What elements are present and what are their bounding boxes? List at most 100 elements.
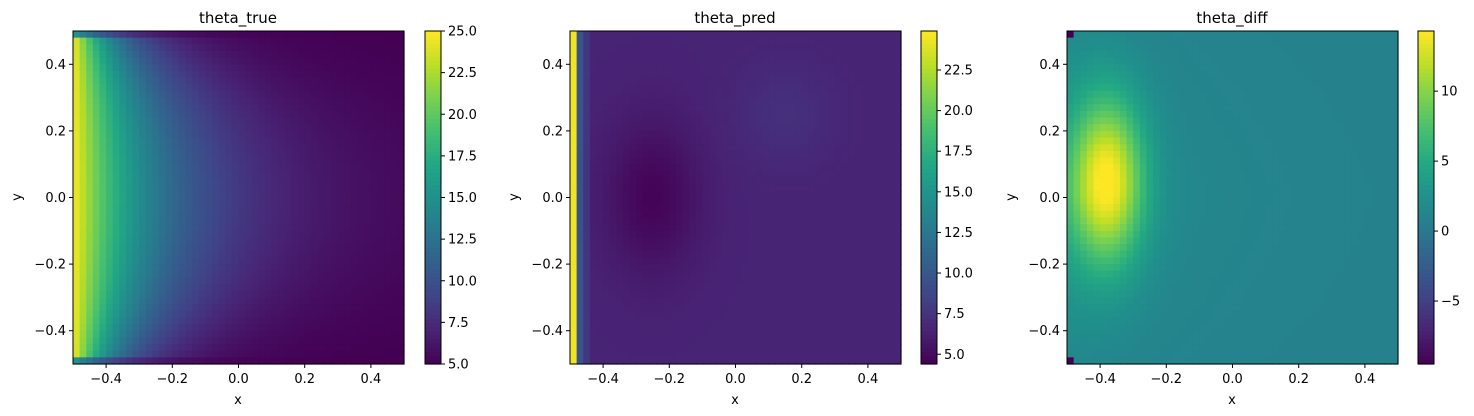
- heatmap-cell: [304, 290, 312, 298]
- heatmap-cell: [801, 264, 809, 272]
- heatmap-cell: [861, 310, 869, 318]
- heatmap-cell: [364, 357, 372, 365]
- heatmap-cell: [139, 170, 147, 179]
- heatmap-cell: [205, 324, 213, 332]
- heatmap-cell: [205, 277, 213, 285]
- heatmap-cell: [291, 324, 299, 332]
- heatmap-cell: [251, 164, 259, 172]
- heatmap-cell: [304, 104, 312, 112]
- heatmap-cell: [351, 230, 359, 239]
- heatmap-cell: [629, 250, 637, 259]
- heatmap-cell: [702, 117, 710, 125]
- heatmap-cell: [337, 324, 346, 332]
- heatmap-cell: [304, 70, 312, 79]
- heatmap-cell: [735, 110, 743, 119]
- heatmap-cell: [695, 257, 703, 265]
- heatmap-cell: [185, 317, 193, 325]
- heatmap-cell: [656, 77, 664, 85]
- heatmap-cell: [198, 264, 206, 272]
- heatmap-cell: [112, 244, 120, 252]
- heatmap-cell: [79, 304, 87, 312]
- heatmap-cell: [245, 104, 253, 112]
- heatmap-cell: [99, 64, 107, 72]
- heatmap-cell: [159, 90, 167, 99]
- heatmap-cell: [298, 244, 306, 252]
- heatmap-cell: [218, 57, 226, 65]
- heatmap-cell: [304, 284, 312, 292]
- heatmap-cell: [622, 84, 631, 92]
- heatmap-cell: [251, 90, 259, 99]
- heatmap-cell: [79, 204, 87, 212]
- heatmap-cell: [112, 137, 120, 145]
- heatmap-cell: [132, 304, 140, 312]
- heatmap-cell: [689, 97, 697, 105]
- heatmap-cell: [755, 130, 763, 139]
- heatmap-cell: [231, 250, 240, 259]
- heatmap-cell: [245, 57, 253, 65]
- heatmap-cell: [79, 197, 87, 205]
- heatmap-cell: [735, 184, 743, 192]
- colorbar-tick-label: 10.0: [448, 274, 477, 289]
- colorbar-segment: [425, 268, 441, 274]
- heatmap-cell: [165, 184, 173, 192]
- heatmap-cell: [801, 284, 809, 292]
- heatmap-cell: [867, 230, 876, 239]
- heatmap-cell: [662, 110, 670, 119]
- heatmap-cell: [205, 31, 213, 39]
- heatmap-cell: [178, 344, 187, 352]
- heatmap-cell: [795, 57, 803, 65]
- heatmap-cell: [178, 197, 187, 205]
- heatmap-cell: [642, 284, 651, 292]
- heatmap-cell: [317, 277, 326, 285]
- heatmap-cell: [801, 164, 809, 172]
- heatmap-cell: [636, 144, 644, 152]
- heatmap-cell: [245, 210, 253, 219]
- heatmap-cell: [178, 70, 187, 79]
- heatmap-cell: [311, 204, 319, 212]
- heatmap-cell: [881, 304, 889, 312]
- heatmap-cell: [874, 217, 882, 225]
- heatmap-cell: [702, 290, 710, 298]
- heatmap-cell: [258, 150, 266, 159]
- heatmap-cell: [185, 230, 193, 239]
- heatmap-cell: [742, 157, 750, 165]
- heatmap-cell: [397, 297, 405, 305]
- heatmap-cell: [370, 344, 379, 352]
- heatmap-cell: [119, 224, 127, 232]
- heatmap-cell: [73, 90, 81, 99]
- heatmap-cell: [79, 250, 87, 259]
- heatmap-cell: [172, 277, 180, 285]
- heatmap-cell: [662, 164, 670, 172]
- heatmap-cell: [112, 310, 120, 318]
- heatmap-cell: [841, 250, 849, 259]
- heatmap-cell: [887, 304, 895, 312]
- heatmap-cell: [795, 324, 803, 332]
- heatmap-cell: [317, 177, 326, 185]
- heatmap-cell: [264, 330, 273, 338]
- heatmap-cell: [775, 44, 783, 52]
- heatmap-cell: [814, 284, 823, 292]
- heatmap-cell: [662, 264, 670, 272]
- heatmap-cell: [331, 57, 339, 65]
- heatmap-cell: [854, 77, 862, 85]
- heatmap-cell: [861, 44, 869, 52]
- heatmap-cell: [92, 310, 101, 318]
- heatmap-cell: [344, 357, 352, 365]
- heatmap-cell: [828, 317, 836, 325]
- heatmap-cell: [675, 124, 684, 132]
- heatmap-cell: [570, 290, 578, 298]
- heatmap-cell: [848, 264, 856, 272]
- heatmap-cell: [159, 317, 167, 325]
- heatmap-cell: [231, 304, 240, 312]
- heatmap-cell: [689, 157, 697, 165]
- heatmap-cell: [324, 104, 332, 112]
- heatmap-cell: [317, 324, 326, 332]
- heatmap-cell: [298, 304, 306, 312]
- heatmap-cell: [112, 204, 120, 212]
- heatmap-cell: [609, 64, 617, 72]
- heatmap-cell: [218, 97, 226, 105]
- heatmap-cell: [278, 77, 286, 85]
- heatmap-cell: [165, 257, 173, 265]
- heatmap-cell: [834, 117, 843, 125]
- heatmap-cell: [702, 97, 710, 105]
